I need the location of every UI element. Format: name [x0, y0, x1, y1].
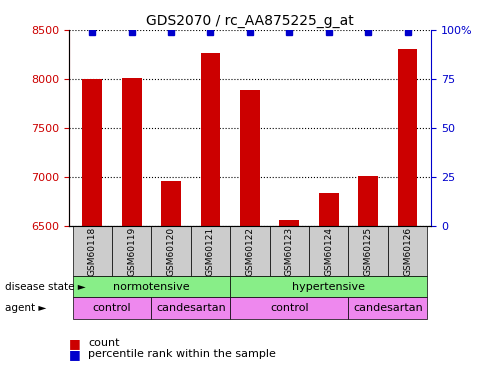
Bar [112, 226, 151, 276]
Text: control: control [93, 303, 131, 313]
Bar [388, 226, 427, 276]
Text: ■: ■ [69, 348, 80, 361]
Bar [73, 297, 151, 319]
Text: GSM60118: GSM60118 [88, 226, 97, 276]
Bar [122, 78, 142, 226]
Bar [270, 226, 309, 276]
Text: GSM60123: GSM60123 [285, 226, 294, 276]
Bar [151, 297, 230, 319]
Bar [240, 90, 260, 226]
Bar [279, 220, 299, 226]
Bar [191, 226, 230, 276]
Bar [230, 226, 270, 276]
Bar [348, 226, 388, 276]
Text: count: count [88, 338, 120, 348]
Bar [358, 176, 378, 226]
Bar [230, 276, 427, 297]
Text: GSM60120: GSM60120 [167, 226, 175, 276]
Text: GSM60126: GSM60126 [403, 226, 412, 276]
Text: candesartan: candesartan [353, 303, 423, 313]
Bar [348, 297, 427, 319]
Text: GSM60119: GSM60119 [127, 226, 136, 276]
Bar [82, 79, 102, 226]
Bar [309, 226, 348, 276]
Bar [319, 192, 339, 226]
Text: hypertensive: hypertensive [292, 282, 365, 292]
Text: GSM60124: GSM60124 [324, 226, 333, 276]
Title: GDS2070 / rc_AA875225_g_at: GDS2070 / rc_AA875225_g_at [146, 13, 354, 28]
Bar [161, 181, 181, 226]
Text: percentile rank within the sample: percentile rank within the sample [88, 350, 276, 359]
Text: ■: ■ [69, 337, 80, 350]
Text: GSM60125: GSM60125 [364, 226, 372, 276]
Text: disease state ►: disease state ► [5, 282, 86, 292]
Bar [151, 226, 191, 276]
Bar [73, 276, 230, 297]
Bar [73, 226, 112, 276]
Text: GSM60121: GSM60121 [206, 226, 215, 276]
Text: agent ►: agent ► [5, 303, 46, 313]
Text: GSM60122: GSM60122 [245, 226, 254, 276]
Bar [230, 297, 348, 319]
Text: control: control [270, 303, 309, 313]
Text: candesartan: candesartan [156, 303, 226, 313]
Bar [398, 49, 417, 226]
Text: normotensive: normotensive [113, 282, 190, 292]
Bar [200, 53, 220, 226]
